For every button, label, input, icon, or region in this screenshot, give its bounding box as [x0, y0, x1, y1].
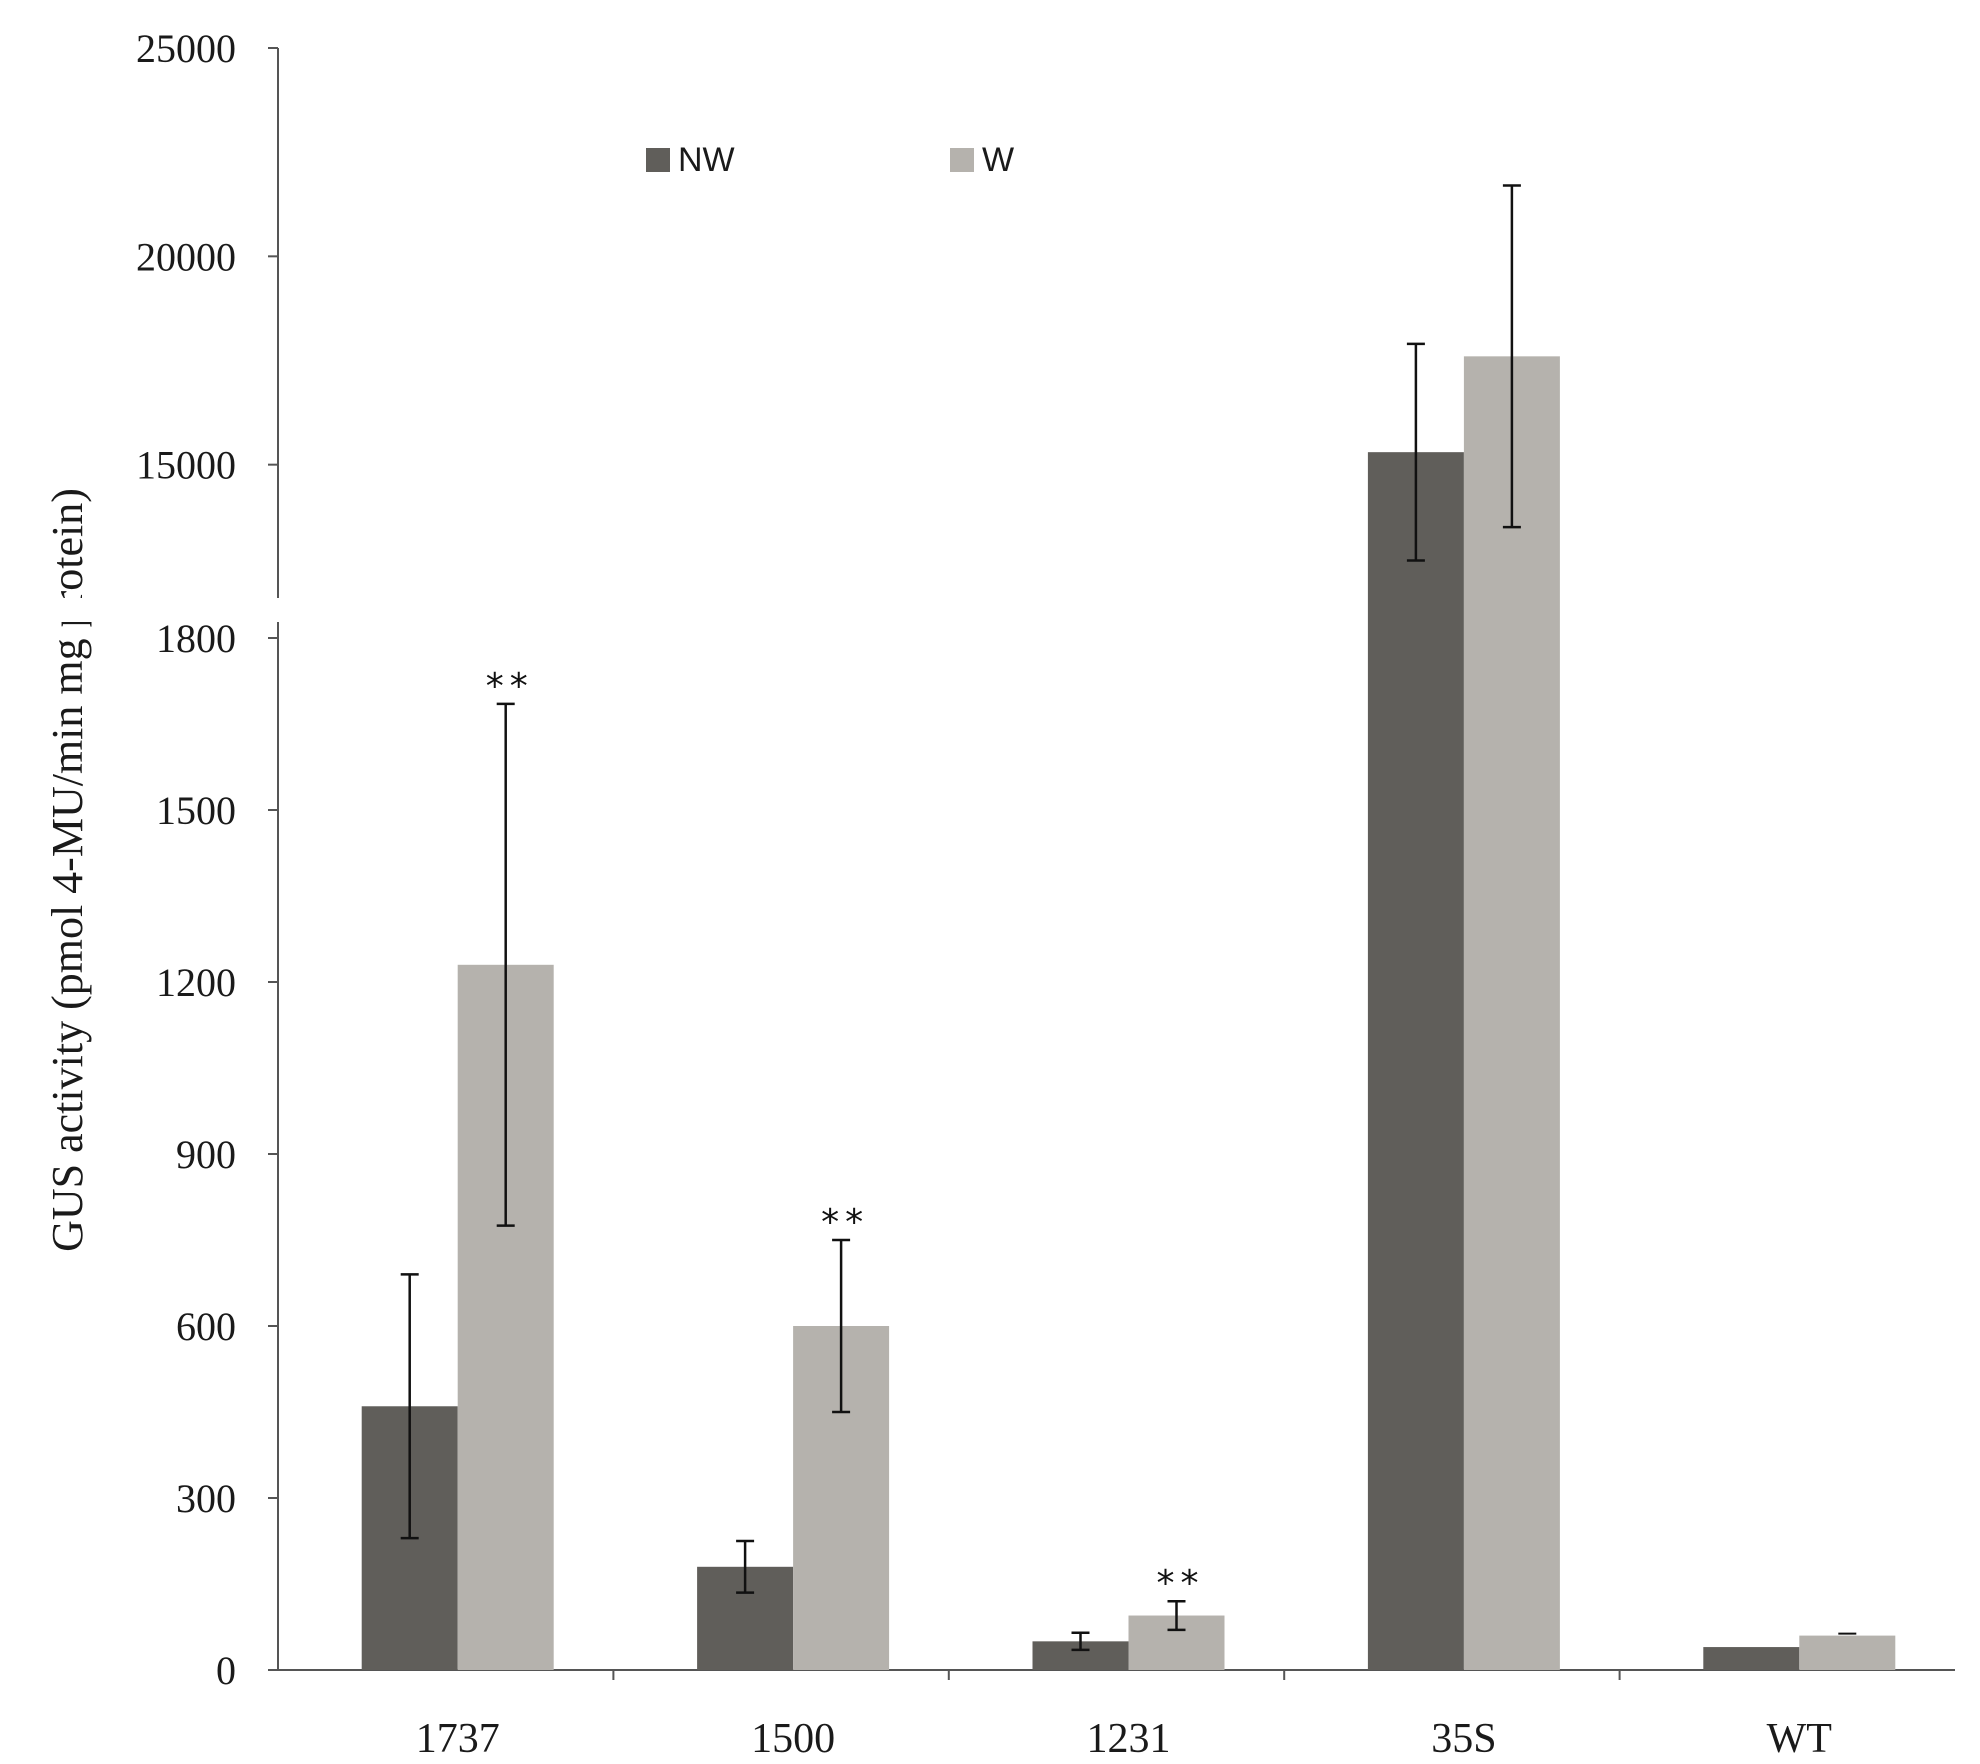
bar-nw — [1367, 452, 1464, 1671]
legend-label-nw: NW — [678, 141, 735, 179]
axes: 0 300 600 900 1200 1500 1800 15000 20000 25000 — [0, 26, 1980, 1693]
category-label: WT — [1767, 1716, 1832, 1762]
legend-label-w: W — [982, 141, 1014, 179]
axis-break-gap — [0, 598, 1980, 622]
category-label: 35S — [1431, 1716, 1496, 1762]
significance-mark: ** — [821, 1202, 869, 1243]
error-bars — [400, 184, 1857, 1652]
bar-w — [1799, 1635, 1896, 1670]
y-tick-label: 25000 — [136, 26, 236, 71]
legend-swatch-nw — [646, 148, 670, 172]
y-tick-label: 1500 — [156, 788, 236, 833]
category-label: 1737 — [416, 1716, 500, 1762]
significance-mark: ** — [1157, 1563, 1205, 1604]
y-tick-label: 300 — [176, 1476, 236, 1521]
legend: NW W — [646, 141, 1014, 179]
y-tick-label: 600 — [176, 1304, 236, 1349]
category-labels: 1737 1500 1231 35S WT — [416, 1716, 1832, 1762]
bar-nw — [1703, 1647, 1800, 1670]
y-tick-label: 900 — [176, 1132, 236, 1177]
bars — [361, 356, 1896, 1671]
y-tick-label: 1800 — [156, 616, 236, 661]
y-tick-label: 0 — [216, 1648, 236, 1693]
category-label: 1231 — [1087, 1716, 1171, 1762]
category-label: 1500 — [751, 1716, 835, 1762]
bar-w — [1463, 356, 1560, 1670]
y-tick-label: 20000 — [136, 234, 236, 279]
y-tick-label: 15000 — [136, 443, 236, 488]
significance-marks: ** ** ** — [486, 666, 1205, 1604]
legend-swatch-w — [950, 148, 974, 172]
significance-mark: ** — [486, 666, 534, 707]
y-tick-label: 1200 — [156, 960, 236, 1005]
